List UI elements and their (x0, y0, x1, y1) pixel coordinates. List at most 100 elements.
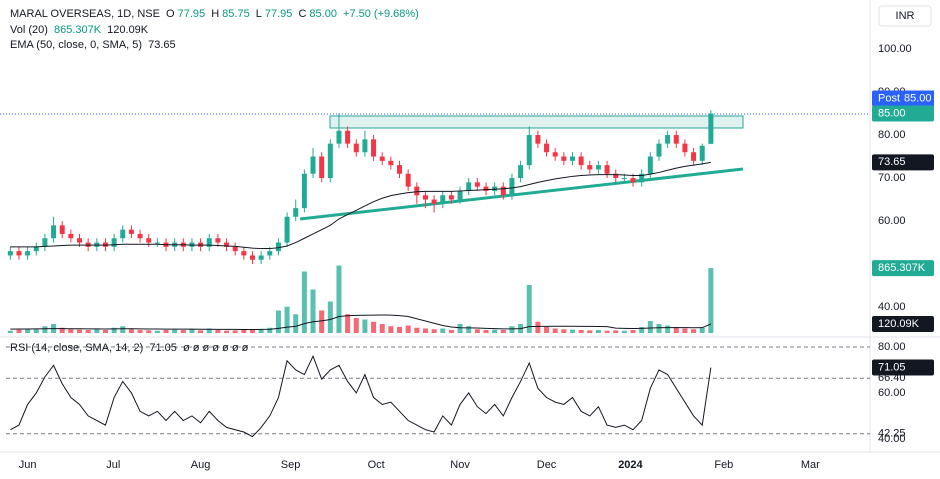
volume-bar (59, 327, 65, 333)
candle-body (440, 195, 446, 204)
candle-body (68, 233, 74, 239)
candle-body (569, 156, 575, 161)
candle-body (128, 229, 134, 234)
volume-bar (535, 321, 541, 333)
volume-bar (85, 330, 91, 333)
candle-body (474, 182, 480, 187)
candle-body (362, 139, 368, 153)
ema-value: 73.65 (148, 39, 176, 51)
symbol: MARAL OVERSEAS, 1D, NSE (10, 8, 160, 20)
volume-bar (241, 330, 247, 333)
ohlc-key: O (166, 8, 175, 20)
volume-bar (267, 327, 273, 333)
rsi-line (10, 354, 712, 438)
candle-body (379, 156, 385, 161)
candle-body (275, 242, 281, 252)
volume-bar (673, 327, 679, 333)
candle-body (431, 199, 437, 204)
candle-body (284, 216, 290, 243)
volume-bar (414, 327, 420, 333)
y-tick-label: 100.00 (878, 43, 912, 55)
candle-body (16, 251, 22, 256)
candle-body (466, 182, 472, 191)
x-tick-label: Jul (106, 459, 120, 471)
volume-bar (492, 329, 498, 333)
last-price-tag: 85.00 (878, 107, 906, 119)
rsi-tag-bg (872, 359, 934, 376)
volume-bar (319, 310, 325, 333)
ema-title: EMA (50, close, 0, SMA, 5) (10, 39, 143, 51)
candle-body (345, 130, 351, 144)
candle-body (509, 178, 515, 196)
candle-body (327, 143, 333, 179)
volume-bar (569, 329, 575, 333)
level-label: 80.00 (878, 341, 906, 353)
zone-rectangle (329, 115, 744, 129)
candle-body (120, 229, 126, 239)
volume-bar (388, 326, 394, 333)
currency: INR (896, 10, 915, 22)
volume-bar (682, 328, 688, 333)
volume-bar (422, 328, 428, 333)
ohlc-value: 85.75 (222, 8, 250, 20)
volume-bar (353, 318, 359, 333)
level-label: 42.25 (878, 428, 906, 440)
rsi-extras: ø ø ø ø ø ø ø (182, 342, 249, 354)
volume-bar (578, 330, 584, 333)
candle-body (535, 135, 541, 144)
volume-bar (215, 330, 221, 333)
volume-bar (379, 324, 385, 333)
volume-bar (431, 329, 437, 333)
candle-body (699, 145, 705, 161)
candle-body (206, 238, 212, 247)
x-tick-label: 2024 (618, 459, 643, 471)
volume-bar (284, 306, 290, 333)
ohlc-key: L (255, 8, 262, 20)
candle-body (310, 156, 316, 174)
volume-bar (310, 289, 316, 333)
x-tick-label: Feb (714, 459, 733, 471)
ema-tag: 73.65 (878, 156, 906, 168)
volume-bar (466, 326, 472, 333)
candle-body (301, 173, 307, 209)
candle-body (604, 165, 610, 174)
legend-rsi: RSI (14, close, SMA, 14, 2) 71.05 ø ø ø … (10, 342, 251, 354)
candle-body (224, 242, 230, 247)
candle-body (336, 130, 342, 144)
candle-body (414, 186, 420, 196)
volume-bar (448, 330, 454, 333)
candle-body (319, 156, 325, 179)
candle-body (42, 238, 48, 247)
volume-bar (397, 327, 403, 333)
volume-bar (509, 326, 515, 333)
volume-bar (440, 328, 446, 333)
change: +7.50 (+9.68%) (343, 8, 419, 20)
volume-tag-bg (872, 260, 934, 277)
candle-body (457, 190, 463, 200)
volume-bar (249, 329, 255, 333)
currency-box[interactable] (878, 5, 932, 27)
post-value-bg (903, 90, 934, 107)
candle-body (621, 178, 627, 180)
candle-body (397, 165, 403, 174)
candle-body (51, 225, 57, 239)
volume-bar (604, 330, 610, 333)
x-tick-label: Mar (801, 459, 820, 471)
candle-body (656, 143, 662, 157)
candle-body (353, 143, 359, 153)
volume-bar (483, 330, 489, 333)
candle-body (77, 238, 83, 243)
candle-body (595, 165, 601, 170)
volume-bar (457, 324, 463, 333)
candle-body (388, 160, 394, 166)
volume-bar (665, 325, 671, 333)
ohlc-value: 85.00 (309, 8, 337, 20)
volume-bar (362, 319, 368, 333)
candle-body (544, 143, 550, 153)
volume-bar (691, 329, 697, 333)
candle-body (258, 255, 264, 260)
volume-bar (621, 330, 627, 333)
y-tick-label: 60.00 (878, 215, 906, 227)
volume-bar (526, 285, 532, 333)
